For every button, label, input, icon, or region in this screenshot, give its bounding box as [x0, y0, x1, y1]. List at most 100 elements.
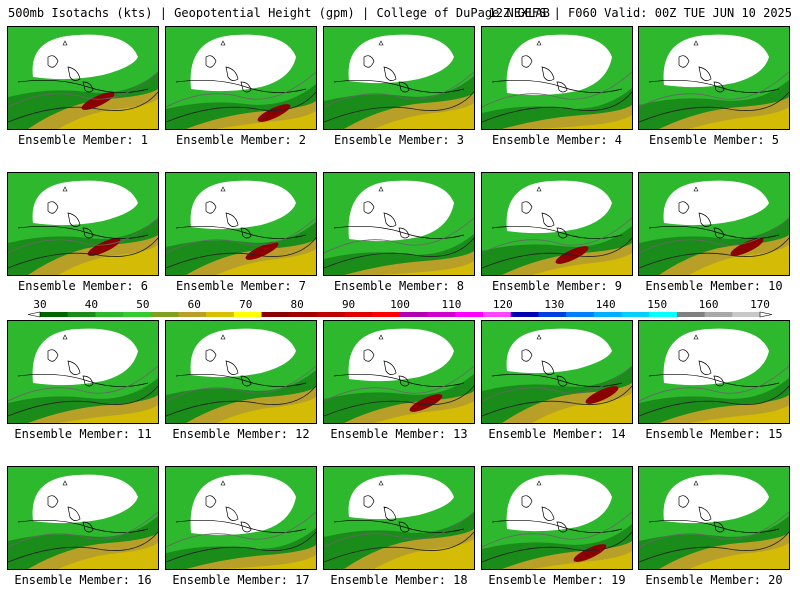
ensemble-member-map [7, 172, 159, 276]
ensemble-member-map [165, 466, 317, 570]
ensemble-member-map [165, 320, 317, 424]
colorbar-swatch [40, 312, 69, 317]
ensemble-member-label: Ensemble Member: 18 [330, 573, 468, 587]
ensemble-member-label: Ensemble Member: 13 [330, 427, 468, 441]
colorbar-tick-label: 160 [699, 298, 719, 311]
colorbar-swatch [427, 312, 456, 317]
colorbar-tick-label: 120 [493, 298, 513, 311]
ensemble-member-label: Ensemble Member: 4 [491, 133, 623, 147]
ensemble-member-label: Ensemble Member: 7 [175, 279, 307, 293]
model-run-info: 12Z GEFS | F060 Valid: 00Z TUE JUN 10 20… [488, 6, 792, 20]
colorbar-swatch [649, 312, 678, 317]
colorbar-tick-label: 60 [188, 298, 201, 311]
colorbar-swatch [67, 312, 96, 317]
colorbar-swatch [123, 312, 152, 317]
colorbar-swatch [344, 312, 373, 317]
ensemble-member-map [638, 466, 790, 570]
colorbar-swatch [676, 312, 706, 317]
colorbar-max-arrow [759, 311, 773, 318]
ensemble-member-map [323, 466, 475, 570]
colorbar-swatch [95, 312, 124, 317]
colorbar-swatch [372, 312, 401, 317]
ensemble-member-label: Ensemble Member: 3 [333, 133, 465, 147]
colorbar-swatch [261, 312, 290, 317]
ensemble-member-map [165, 26, 317, 130]
colorbar-tick-label: 130 [544, 298, 564, 311]
colorbar-swatch [150, 312, 179, 317]
member-map-graphic [324, 27, 474, 129]
member-map-graphic [166, 467, 316, 569]
colorbar-swatch [206, 312, 235, 317]
ensemble-member-map [481, 172, 633, 276]
colorbar-tick-label: 90 [342, 298, 355, 311]
map-title: 500mb Isotachs (kts) | Geopotential Heig… [8, 6, 550, 20]
colorbar-tick-label: 100 [390, 298, 410, 311]
colorbar-tick-label: 150 [647, 298, 667, 311]
colorbar-swatch [455, 312, 484, 317]
member-map-graphic [166, 321, 316, 423]
ensemble-member-map [323, 172, 475, 276]
colorbar-tick-label: 80 [291, 298, 304, 311]
member-map-graphic [482, 27, 632, 129]
member-map-graphic [639, 321, 789, 423]
member-map-graphic [639, 27, 789, 129]
colorbar-tick-label: 70 [239, 298, 252, 311]
colorbar-swatch [593, 312, 623, 317]
ensemble-member-label: Ensemble Member: 1 [17, 133, 149, 147]
colorbar-swatch [400, 312, 429, 317]
colorbar-tick-label: 140 [596, 298, 616, 311]
ensemble-member-map [7, 320, 159, 424]
colorbar-swatch [566, 312, 595, 317]
colorbar-swatch [510, 312, 539, 317]
member-map-graphic [8, 27, 158, 129]
member-map-graphic [8, 467, 158, 569]
ensemble-member-map [323, 26, 475, 130]
member-map-graphic [639, 467, 789, 569]
member-map-graphic [324, 321, 474, 423]
ensemble-member-label: Ensemble Member: 11 [14, 427, 152, 441]
ensemble-member-label: Ensemble Member: 6 [17, 279, 149, 293]
ensemble-member-label: Ensemble Member: 14 [488, 427, 626, 441]
member-map-graphic [166, 27, 316, 129]
colorbar-tick-label: 30 [33, 298, 46, 311]
ensemble-member-label: Ensemble Member: 10 [645, 279, 783, 293]
ensemble-member-label: Ensemble Member: 2 [175, 133, 307, 147]
colorbar-swatch [704, 312, 733, 317]
ensemble-member-map [7, 466, 159, 570]
ensemble-member-label: Ensemble Member: 20 [645, 573, 783, 587]
ensemble-member-map [481, 26, 633, 130]
ensemble-member-label: Ensemble Member: 5 [648, 133, 780, 147]
colorbar-tick-label: 40 [85, 298, 98, 311]
member-map-graphic [166, 173, 316, 275]
ensemble-member-map [481, 466, 633, 570]
colorbar-tick-label: 170 [750, 298, 770, 311]
colorbar-min-arrow [27, 311, 41, 318]
colorbar-swatch [538, 312, 567, 317]
member-map-graphic [482, 321, 632, 423]
colorbar-tick-label: 110 [441, 298, 461, 311]
ensemble-member-label: Ensemble Member: 19 [488, 573, 626, 587]
ensemble-member-label: Ensemble Member: 15 [645, 427, 783, 441]
ensemble-member-label: Ensemble Member: 12 [172, 427, 310, 441]
member-map-graphic [8, 321, 158, 423]
colorbar-swatch [178, 312, 207, 317]
ensemble-member-map [165, 172, 317, 276]
member-map-graphic [482, 173, 632, 275]
member-map-graphic [8, 173, 158, 275]
ensemble-member-map [638, 320, 790, 424]
colorbar-swatch [483, 312, 512, 317]
member-map-graphic [324, 467, 474, 569]
colorbar-tick-label: 50 [136, 298, 149, 311]
ensemble-member-label: Ensemble Member: 16 [14, 573, 152, 587]
ensemble-member-map [323, 320, 475, 424]
colorbar-swatch [732, 312, 761, 317]
ensemble-member-map [638, 172, 790, 276]
colorbar-swatch [316, 312, 346, 317]
colorbar-swatch [621, 312, 650, 317]
ensemble-member-label: Ensemble Member: 8 [333, 279, 465, 293]
ensemble-member-label: Ensemble Member: 17 [172, 573, 310, 587]
ensemble-member-map [638, 26, 790, 130]
colorbar-swatch [233, 312, 263, 317]
colorbar-swatch [289, 312, 318, 317]
isotach-colorbar: 30 40 50 60 70 80 90 100 110 120 130 140 150 160 170 [27, 298, 773, 318]
